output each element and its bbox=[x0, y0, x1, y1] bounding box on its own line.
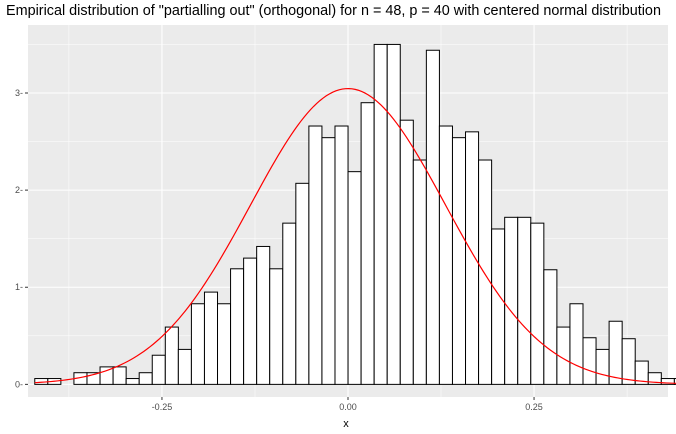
histogram-bar bbox=[543, 269, 558, 385]
x-axis-title: x bbox=[343, 418, 349, 430]
histogram-bar bbox=[451, 137, 467, 385]
y-tick-label: 3- bbox=[15, 88, 23, 98]
histogram-bar bbox=[138, 372, 153, 385]
histogram-bar bbox=[230, 268, 245, 385]
y-tick-label: 2- bbox=[15, 185, 23, 195]
histogram-bar bbox=[243, 257, 258, 385]
histogram-bar bbox=[177, 348, 192, 385]
histogram-bar bbox=[399, 119, 414, 385]
histogram-bar bbox=[621, 338, 636, 385]
histogram-bar bbox=[347, 171, 362, 385]
histogram-bar bbox=[360, 102, 375, 385]
normal-density-curve bbox=[34, 87, 676, 384]
y-tick-label: 0- bbox=[15, 379, 23, 389]
histogram-bar bbox=[308, 125, 323, 385]
histogram-bar bbox=[504, 216, 519, 385]
histogram-bar bbox=[256, 245, 271, 385]
histogram-bar bbox=[517, 216, 532, 385]
histogram-bar bbox=[269, 268, 284, 385]
histogram-bar bbox=[438, 125, 453, 385]
histogram-bar bbox=[673, 378, 676, 385]
histogram-bar bbox=[608, 320, 623, 385]
histogram-bar bbox=[125, 378, 140, 385]
histogram-bar bbox=[112, 366, 127, 385]
x-tick-label: -0.25 bbox=[152, 402, 173, 412]
x-tick-label: 0.00 bbox=[339, 402, 357, 412]
histogram-bar bbox=[203, 291, 219, 385]
x-axis: -0.25 0.00 0.25 bbox=[152, 397, 543, 412]
histogram-bar bbox=[582, 337, 597, 385]
histogram-bar bbox=[373, 43, 388, 385]
histogram-bar bbox=[530, 222, 545, 385]
histogram-bar bbox=[491, 228, 506, 385]
histogram-bar bbox=[151, 354, 166, 385]
histogram-bar bbox=[569, 303, 584, 385]
histogram-bars bbox=[34, 43, 676, 385]
histogram-bar bbox=[321, 137, 336, 385]
histogram-bar bbox=[465, 131, 480, 385]
histogram-bar bbox=[282, 222, 297, 385]
chart-title: Empirical distribution of "partialling o… bbox=[6, 3, 661, 19]
histogram-bar bbox=[190, 303, 205, 385]
histogram-bar bbox=[425, 49, 440, 385]
y-axis: 0- 1- 2- 3- bbox=[15, 88, 28, 389]
x-tick-label: 0.25 bbox=[525, 402, 543, 412]
y-tick-label: 1- bbox=[15, 282, 23, 292]
histogram-bar bbox=[478, 159, 493, 385]
histogram-bar bbox=[386, 43, 401, 385]
histogram-bar bbox=[412, 159, 427, 385]
histogram-bar bbox=[595, 348, 610, 385]
histogram-bar bbox=[164, 326, 179, 385]
histogram-bar bbox=[295, 182, 310, 385]
histogram-bar bbox=[334, 125, 349, 385]
histogram-bar bbox=[217, 303, 232, 385]
